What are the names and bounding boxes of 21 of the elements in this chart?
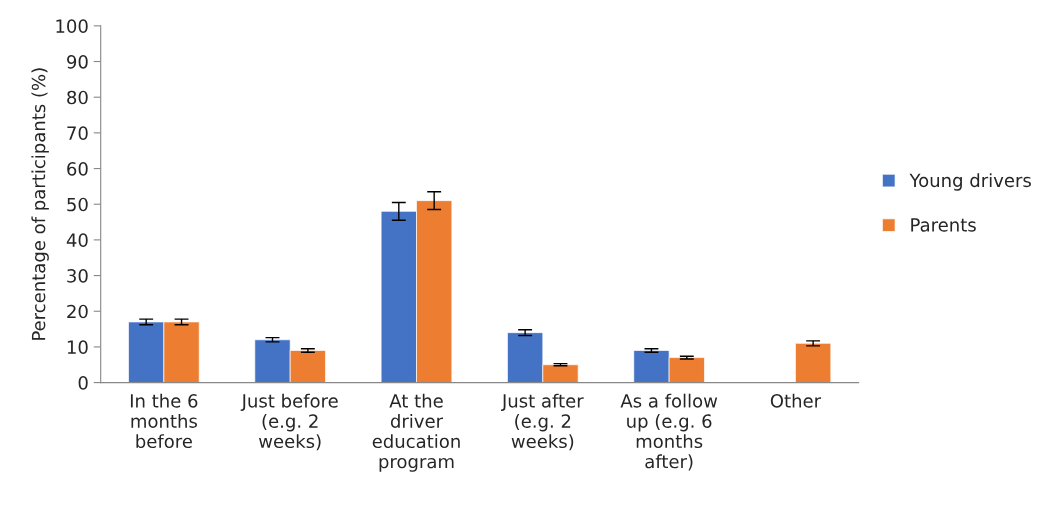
y-tick-label: 30 bbox=[67, 269, 88, 283]
y-tick-label: 20 bbox=[67, 304, 88, 319]
y-tick-label: 50 bbox=[67, 197, 88, 212]
x-tick-label: In the 6 months before bbox=[130, 393, 198, 449]
y-tick-label: 60 bbox=[67, 162, 88, 176]
x-tick-label: Other bbox=[770, 393, 822, 408]
y-tick-label: 10 bbox=[67, 340, 88, 355]
y-tick-label: 0 bbox=[78, 376, 88, 390]
legend-label: Parents bbox=[911, 218, 976, 232]
x-tick-label: Just before (e.g. 2 weeks) bbox=[240, 393, 338, 451]
y-tick-label: 40 bbox=[66, 233, 88, 247]
legend-label: Young drivers bbox=[909, 173, 1031, 191]
y-tick-label: 90 bbox=[67, 54, 88, 69]
x-tick-label: As a follow up (e.g. 6 months after) bbox=[620, 393, 718, 471]
x-tick-label: Just after (e.g. 2 weeks) bbox=[501, 393, 584, 451]
bar bbox=[795, 342, 832, 383]
y-tick-label: 70 bbox=[67, 126, 88, 140]
y-tick-label: 100 bbox=[56, 19, 88, 33]
y-tick-label: 80 bbox=[67, 90, 88, 105]
y-axis-title: Percentage of participants (%) bbox=[31, 68, 49, 340]
x-tick-label: At the driver education program bbox=[372, 393, 460, 472]
